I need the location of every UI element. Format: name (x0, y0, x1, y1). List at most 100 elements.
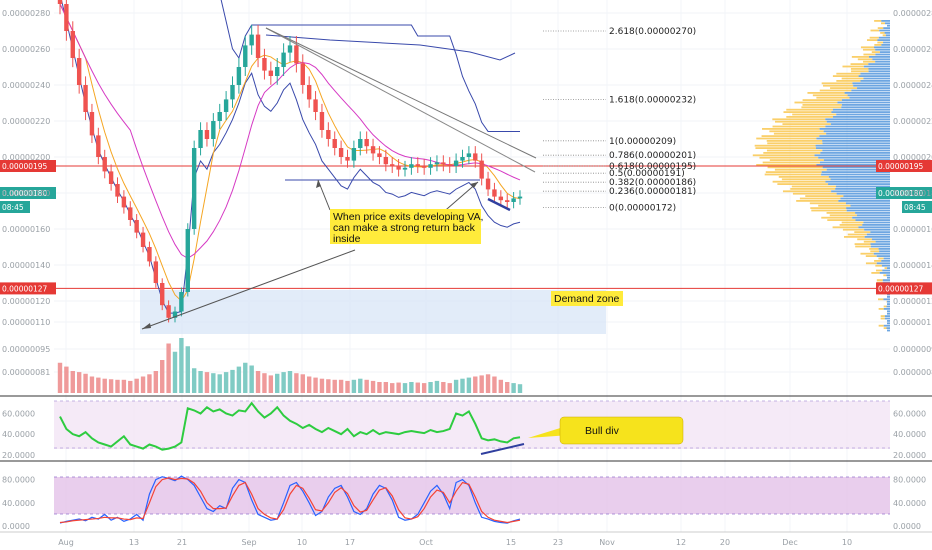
volume-profile-bar-down (822, 140, 890, 142)
volume-profile-bar-down (874, 46, 890, 49)
y-tick-right: 0.00000220 (893, 117, 932, 126)
fib-label: 0.236(0.00000181) (609, 187, 696, 197)
candle-body (255, 34, 261, 58)
candle-body (377, 153, 382, 157)
candle-body (485, 178, 491, 190)
volume-profile-bar-up (796, 200, 839, 202)
volume-profile-bar-up (847, 233, 867, 236)
rsi-tick-left: 40.0000 (2, 430, 35, 439)
candle-body (460, 157, 465, 161)
annotation-va-line-1: When price exits developing VA, (333, 211, 483, 223)
price-tag-right-label: 0.00000195 (878, 162, 924, 171)
bull-div-box[interactable] (559, 416, 684, 445)
volume-profile-bar-down (821, 173, 890, 176)
volume-profile-bar-down (851, 89, 890, 92)
volume-profile-bar-down (844, 92, 890, 94)
volume-bar (134, 378, 139, 393)
candle-body (294, 45, 299, 64)
volume-profile-bar-down (885, 22, 890, 25)
volume-profile-bar-down (858, 226, 890, 229)
volume-bar (390, 383, 395, 393)
volume-profile-bar-down (823, 130, 890, 133)
volume-bar (409, 382, 414, 393)
volume-profile-bar-down (876, 262, 890, 265)
volume-profile-bar-down (885, 34, 890, 37)
volume-bar (479, 375, 484, 393)
volume-bar (326, 379, 331, 393)
volume-bar (153, 371, 159, 393)
volume-bar (485, 374, 491, 393)
price-tag-left (0, 187, 56, 199)
volume-profile-bar-down (881, 264, 890, 267)
volume-profile-bar-down (836, 192, 890, 195)
rsi-tick-right: 20.0000 (893, 451, 926, 460)
y-tick-right: 0.00000280 (893, 9, 932, 18)
fibonacci-levels: 2.618(0.00000270) 1.618(0.00000232) 1(0.00… (543, 27, 696, 213)
volume-profile-bar-down (830, 123, 890, 125)
volume-profile-bar-down (852, 82, 890, 85)
volume-bar (262, 373, 267, 393)
volume-profile-bar-down (875, 60, 890, 63)
volume-profile-bar-up (877, 41, 884, 44)
x-tick-label: 21 (177, 538, 187, 547)
volume-profile-bar-down (825, 118, 890, 121)
volume-bar (249, 365, 254, 393)
volume-profile-bar-down (863, 65, 890, 68)
volume-profile-bar-down (832, 108, 890, 111)
candle-body (505, 200, 510, 202)
volume-profile-bar-down (822, 149, 890, 152)
candle-body (185, 229, 190, 292)
x-axis-ticks: Aug 13 21 Sep 10 17 Oct 15 23 Nov 12 20 Dec 10 (58, 538, 852, 547)
bull-div-label: Bull div (585, 425, 620, 437)
volume-profile-bar-down (870, 245, 890, 248)
candle-body (517, 196, 523, 199)
x-tick-label: Dec (782, 538, 797, 547)
volume-profile-bar-up (777, 183, 829, 185)
volume-profile-bar-up (778, 176, 829, 178)
x-tick-label: 17 (345, 538, 355, 547)
candle-body (453, 160, 459, 166)
volume-profile-bar-down (887, 329, 890, 332)
volume-profile-bar-up (818, 204, 851, 207)
volume-profile-bar-up (772, 118, 826, 121)
y-tick-left: 0.00000180 (2, 189, 50, 198)
volume-profile-bar-down (864, 228, 890, 231)
volume-profile-bar-up (829, 214, 857, 217)
x-tick-label: 13 (129, 538, 139, 547)
volume-bar (396, 382, 401, 393)
x-tick-label: 10 (842, 538, 852, 547)
volume-profile-bar-down (863, 221, 890, 224)
volume-profile-bar-down (884, 315, 890, 317)
price-tag-left-label: 0.00000127 (2, 284, 48, 293)
candle-body (370, 146, 376, 154)
volume-profile-bar-up (764, 173, 822, 176)
annotation-va-box[interactable] (330, 209, 481, 244)
y-tick-left: 0.00000120 (2, 297, 50, 306)
volume-profile-bar-down (846, 209, 890, 212)
volume-profile-bar-down (843, 195, 890, 197)
volume-bar (517, 384, 523, 393)
volume-profile-bar-down (816, 164, 890, 166)
volume-profile-bar-up (766, 149, 823, 152)
volume-profile-bar-up (782, 190, 832, 193)
volume-bar (492, 376, 497, 393)
candle-body (268, 70, 274, 76)
volume-bar (223, 372, 229, 393)
volume-profile-bar-up (875, 264, 882, 267)
candle-body (383, 157, 389, 165)
volume-profile-bar-up (883, 305, 887, 308)
volume-bar (332, 379, 337, 393)
candle-body (243, 45, 248, 67)
volume-bars (57, 338, 523, 393)
stoch-tick-right: 40.0000 (893, 499, 926, 508)
volume-profile-bar-up (791, 185, 836, 188)
volume-bar (370, 380, 376, 393)
volume-bar (83, 373, 88, 393)
volume-bar (121, 379, 127, 393)
annotation-demand-box[interactable] (551, 291, 623, 306)
volume-bar (511, 383, 516, 393)
candle-body (160, 283, 165, 306)
candle-body (421, 166, 427, 168)
volume-profile-bar-down (856, 214, 890, 217)
